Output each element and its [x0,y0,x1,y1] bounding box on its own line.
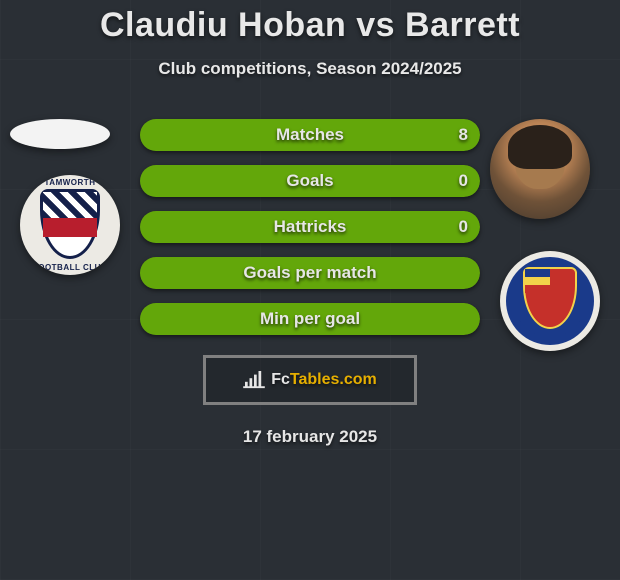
club-left-name-bot: FOOTBALL CLUB [20,263,120,272]
player-right-photo [490,119,590,219]
club-right-badge [500,251,600,351]
stat-track [140,211,480,243]
branding-box: FcTables.com [203,355,417,405]
club-left-badge: TAMWORTH FOOTBALL CLUB [20,175,120,275]
infographic-date: 17 february 2025 [0,427,620,447]
bar-chart-icon [243,371,265,389]
stat-track [140,257,480,289]
branding-suffix: Tables.com [290,371,377,388]
stat-bar-right [140,165,480,197]
player-left-photo [10,119,110,149]
stat-row: Goals per match [140,257,480,289]
stat-track [140,165,480,197]
stat-value-right: 8 [459,119,468,151]
stat-row: 8 Matches [140,119,480,151]
stat-bar-right [140,119,480,151]
stat-bar-right [140,211,480,243]
page-title: Claudiu Hoban vs Barrett [0,0,620,45]
branding-text: FcTables.com [271,371,377,389]
stat-track [140,119,480,151]
stat-row: 0 Hattricks [140,211,480,243]
stat-track [140,303,480,335]
branding-prefix: Fc [271,371,290,388]
stats-zone: TAMWORTH FOOTBALL CLUB 8 Matches 0 Goals… [0,119,620,447]
stat-value-right: 0 [459,165,468,197]
page-subtitle: Club competitions, Season 2024/2025 [0,59,620,79]
stat-value-right: 0 [459,211,468,243]
stat-bar-right [140,303,480,335]
stat-row: Min per goal [140,303,480,335]
stat-bar-right [140,257,480,289]
club-left-name-top: TAMWORTH [20,178,120,187]
stat-row: 0 Goals [140,165,480,197]
club-left-shield-icon [40,189,100,259]
